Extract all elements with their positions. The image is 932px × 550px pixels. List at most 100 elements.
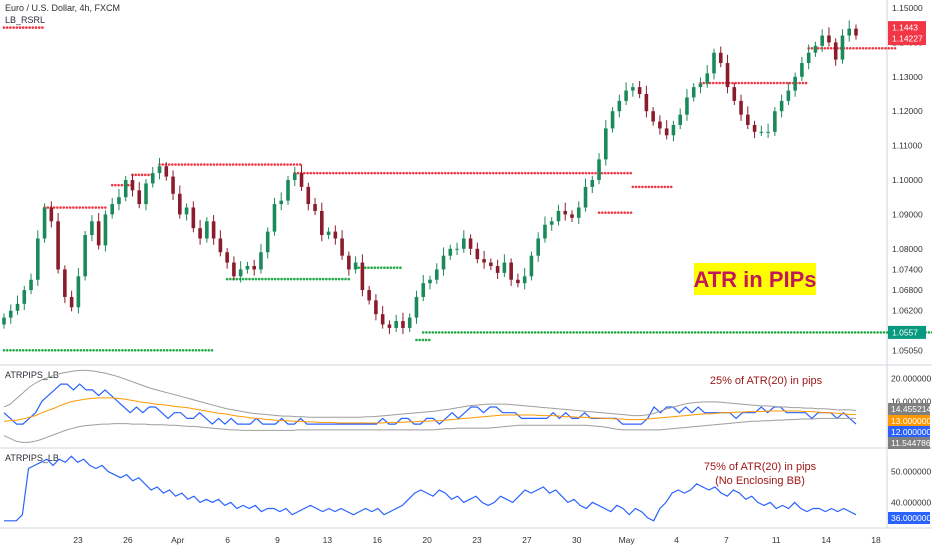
support-dot — [15, 348, 19, 352]
support-dot — [732, 331, 735, 334]
resistance-dot — [517, 171, 521, 175]
resistance-dot — [463, 171, 466, 175]
support-dot — [841, 331, 844, 334]
resistance-dot — [657, 185, 660, 189]
support-dot — [649, 331, 652, 334]
resistance-dot — [488, 171, 492, 175]
candle-body — [685, 97, 689, 115]
candle-body — [292, 173, 297, 180]
resistance-dot — [238, 163, 241, 166]
time-tick-label: 27 — [522, 535, 532, 545]
resistance-dot — [28, 26, 31, 29]
support-dot — [264, 277, 267, 281]
level-dots — [2, 26, 932, 352]
support-dot — [706, 331, 710, 334]
resistance-dot — [424, 171, 428, 175]
resistance-dot — [193, 163, 197, 166]
support-dot — [159, 348, 163, 352]
support-dot — [607, 331, 611, 334]
support-dot — [796, 331, 799, 334]
resistance-dot — [565, 171, 569, 175]
support-dot — [722, 331, 726, 334]
atr75-series-line — [4, 455, 857, 522]
support-dot — [748, 331, 751, 334]
resistance-dot — [62, 206, 66, 209]
resistance-dot — [120, 183, 124, 187]
resistance-dot — [373, 171, 377, 175]
support-dot — [860, 331, 863, 334]
time-tick-label: 4 — [674, 535, 679, 545]
support-dot — [863, 331, 867, 334]
candle-body — [306, 186, 311, 205]
support-dot — [172, 348, 175, 352]
candle-body — [8, 310, 13, 318]
resistance-dot — [893, 46, 897, 50]
candle-body — [691, 87, 696, 98]
resistance-dot — [890, 46, 894, 50]
support-dot — [725, 331, 729, 334]
support-dot — [309, 277, 312, 281]
resistance-dot — [199, 163, 203, 166]
support-dot — [296, 277, 299, 281]
support-dot — [12, 348, 15, 352]
time-tick-label: 20 — [422, 535, 432, 545]
support-dot — [885, 331, 889, 334]
resistance-dot — [247, 163, 251, 166]
support-dot — [578, 331, 582, 334]
resistance-dot — [568, 171, 572, 175]
support-dot — [441, 331, 444, 334]
support-dot — [815, 331, 819, 334]
candle-body — [218, 238, 223, 253]
candle-body — [414, 296, 419, 318]
candle-body — [360, 262, 365, 291]
support-dot — [645, 331, 649, 334]
atr75-axis: 50.000000 40.000000 36.000000 — [888, 467, 931, 524]
support-dot — [57, 348, 60, 352]
resistance-dot — [779, 81, 782, 85]
support-dot — [437, 331, 441, 334]
resistance-dot — [331, 171, 335, 175]
resistance-dot — [663, 185, 667, 189]
support-dot — [143, 348, 147, 352]
resistance-dot — [546, 171, 549, 175]
support-dot — [376, 266, 380, 270]
resistance-dot — [453, 171, 457, 175]
support-dot — [47, 348, 51, 352]
candle-body — [225, 252, 229, 263]
resistance-dot — [845, 46, 849, 50]
resistance-dot — [653, 185, 657, 189]
candle-body — [570, 214, 574, 218]
candle-body — [69, 296, 74, 308]
candle-body — [205, 221, 209, 239]
resistance-dot — [292, 163, 296, 166]
candle-body — [637, 87, 642, 94]
resistance-dot — [231, 163, 235, 166]
resistance-dot — [257, 163, 261, 166]
resistance-dot — [666, 185, 670, 189]
resistance-dot — [283, 163, 286, 166]
resistance-dot — [613, 171, 617, 175]
resistance-dot — [328, 171, 332, 175]
support-dot — [764, 331, 767, 334]
support-dot — [28, 348, 31, 352]
support-dot — [850, 331, 854, 334]
price-tick-label: 1.06800 — [892, 285, 923, 295]
candle-body — [800, 63, 804, 77]
resistance-dot — [56, 206, 59, 209]
resistance-dot — [303, 171, 306, 175]
support-dot — [241, 277, 245, 281]
resistance-dot — [482, 171, 485, 175]
support-dot — [501, 331, 505, 334]
support-dot — [210, 348, 214, 352]
support-dot — [302, 277, 306, 281]
resistance-dot — [637, 185, 641, 189]
resistance-dot — [235, 163, 238, 166]
resistance-dot — [600, 211, 604, 214]
candle-body — [157, 166, 162, 174]
resistance-dot — [270, 163, 273, 166]
resistance-dot — [408, 171, 412, 175]
atr25-tag-label: 14.455214 — [891, 404, 931, 414]
resistance-dot — [626, 211, 630, 214]
support-dot — [331, 277, 335, 281]
